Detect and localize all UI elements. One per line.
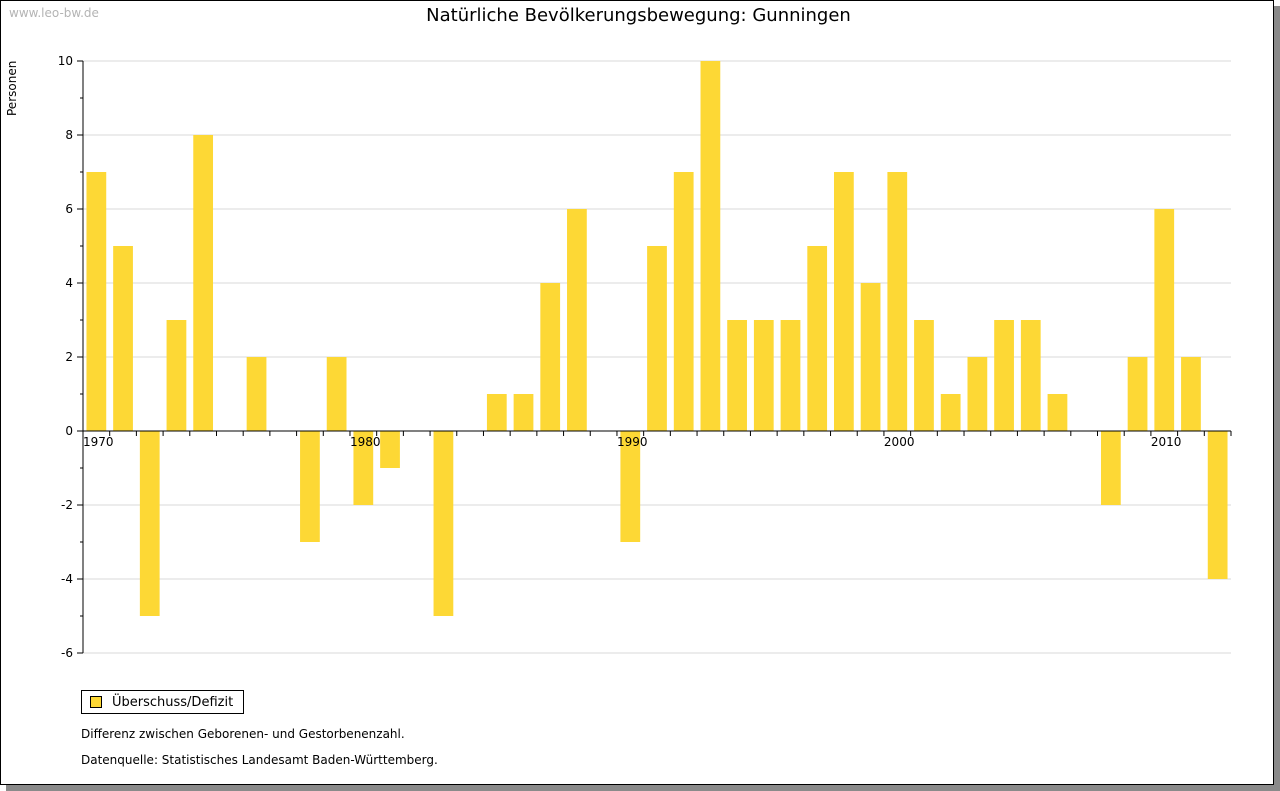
y-tick-label: 2 [65, 350, 73, 364]
bar [1154, 209, 1175, 431]
bar [353, 431, 374, 505]
grid-lines [83, 60, 1231, 654]
legend-label: Überschuss/Defizit [112, 694, 234, 710]
y-tick-label: 4 [65, 276, 73, 290]
y-tick-label: 8 [65, 128, 73, 142]
x-tick-label: 1980 [350, 435, 381, 449]
bar [860, 283, 881, 431]
y-tick-label: 0 [65, 424, 73, 438]
y-tick-label: -2 [61, 498, 73, 512]
note-source: Datenquelle: Statistisches Landesamt Bad… [81, 753, 438, 767]
bar [486, 394, 507, 431]
bar [1047, 394, 1068, 431]
bar [940, 394, 961, 431]
bar [967, 357, 988, 431]
bar [1127, 357, 1148, 431]
bars [86, 61, 1228, 616]
x-tick-label: 2000 [884, 435, 915, 449]
bar [834, 172, 854, 431]
x-tick-label: 1970 [83, 435, 114, 449]
bar [1020, 320, 1041, 431]
bar [673, 172, 694, 431]
bar [1207, 431, 1228, 579]
y-tick-label: -4 [61, 572, 73, 586]
x-ticks: 1970 1980 1990 2000 2010 [82, 431, 1232, 449]
y-ticks: -6 -4 -2 0 2 4 6 8 10 [58, 54, 83, 660]
bar [166, 320, 187, 431]
bar [567, 209, 587, 431]
x-tick-label: 2010 [1151, 435, 1182, 449]
bar [887, 172, 908, 431]
bar [994, 320, 1014, 431]
bar [1100, 431, 1121, 505]
bar [727, 320, 747, 431]
chart-title: Natürliche Bevölkerungsbewegung: Gunning… [426, 5, 851, 26]
bar [1181, 357, 1201, 431]
bar [380, 431, 400, 468]
bar [300, 431, 320, 542]
bar [193, 135, 214, 431]
bar [113, 246, 133, 431]
bar [753, 320, 774, 431]
note-difference: Differenz zwischen Geborenen- und Gestor… [81, 727, 405, 741]
bar [86, 172, 107, 431]
bar [139, 431, 160, 616]
bar [807, 246, 828, 431]
bar [647, 246, 667, 431]
legend: Überschuss/Defizit [81, 690, 245, 714]
legend-swatch [90, 696, 102, 708]
bar [620, 431, 641, 542]
y-tick-label: -6 [61, 646, 73, 660]
y-tick-label: 10 [58, 54, 73, 68]
bar [914, 320, 934, 431]
y-tick-label: 6 [65, 202, 73, 216]
bar [540, 283, 561, 431]
bar [780, 320, 801, 431]
bar [700, 61, 721, 431]
x-tick-label: 1990 [617, 435, 648, 449]
bar [326, 357, 347, 431]
bar [513, 394, 534, 431]
bar [433, 431, 454, 616]
bar [246, 357, 267, 431]
watermark: www.leo-bw.de [9, 6, 99, 20]
